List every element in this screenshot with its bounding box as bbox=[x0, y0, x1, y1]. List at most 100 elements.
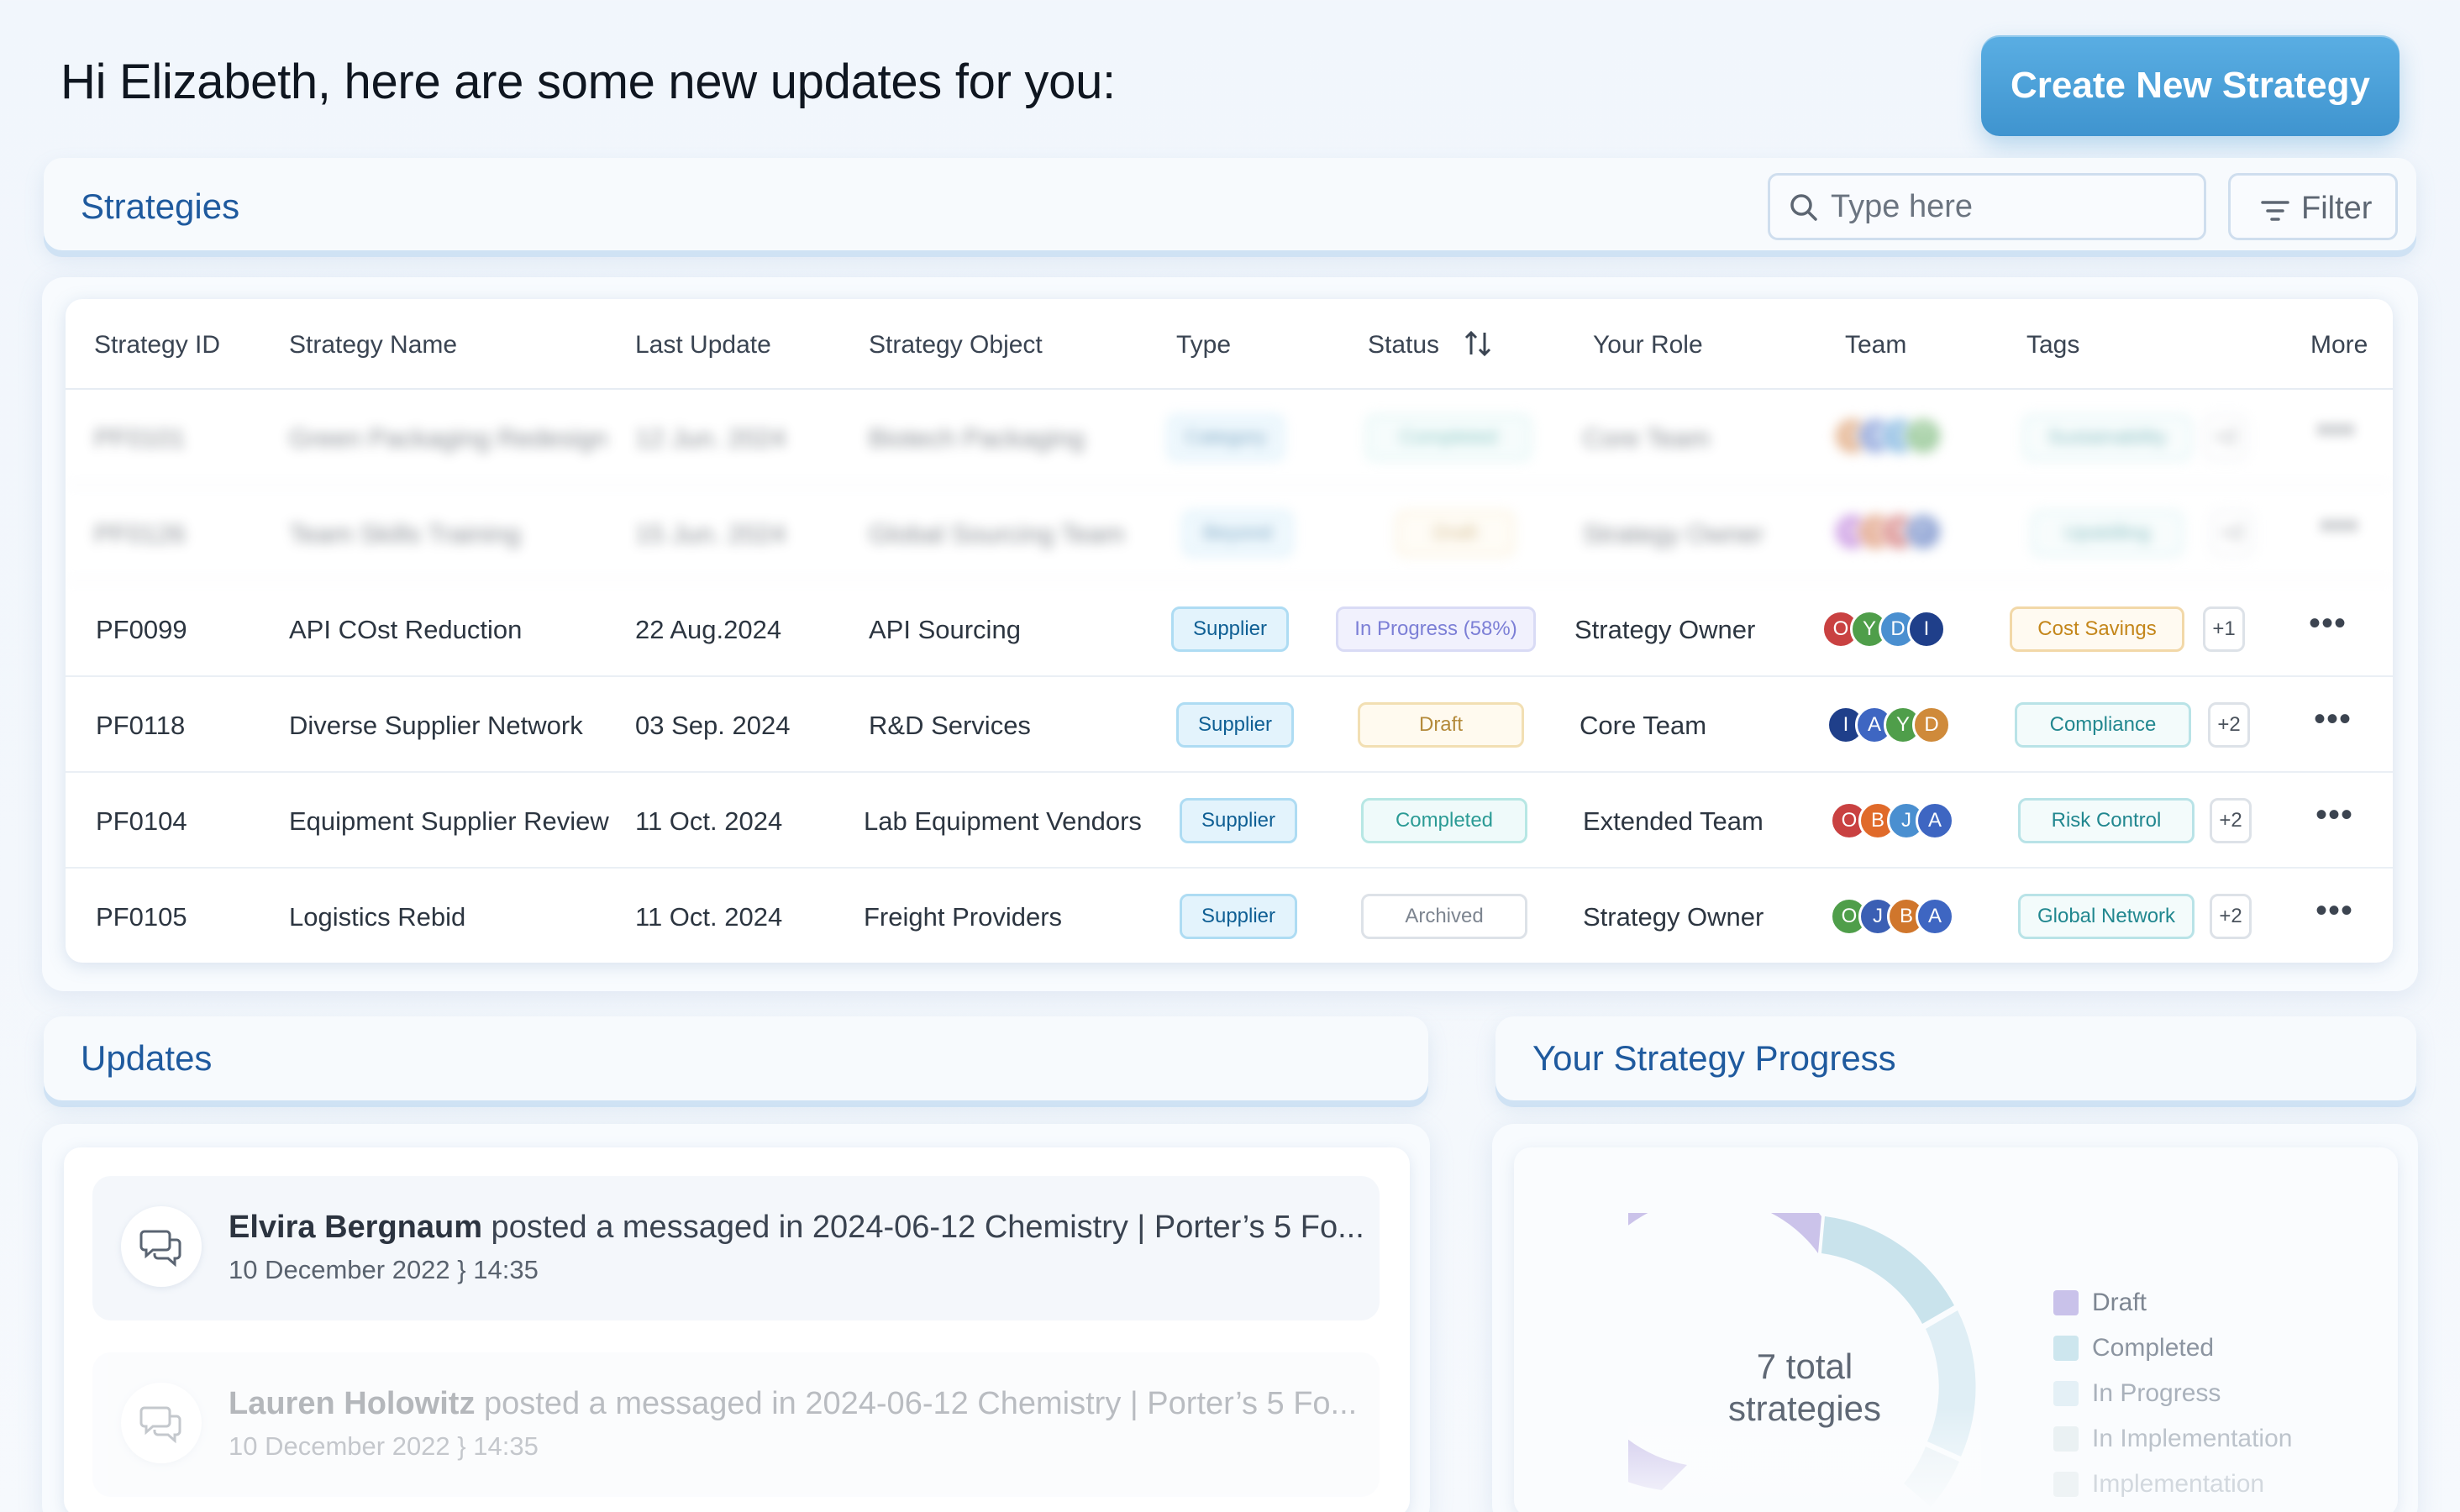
legend-swatch-completed bbox=[2053, 1336, 2079, 1361]
filter-icon bbox=[2261, 196, 2289, 232]
update-text: posted a messaged in 2024-06-12 Chemistr… bbox=[482, 1210, 1364, 1245]
avatar: D bbox=[1912, 706, 1951, 744]
tag-badge: Global Network bbox=[2018, 894, 2195, 939]
strategy-object: Global Sourcing Team bbox=[869, 519, 1125, 549]
type-badge: Category bbox=[1168, 415, 1284, 460]
col-type[interactable]: Type bbox=[1176, 331, 1232, 359]
more-options-icon[interactable]: ••• bbox=[2309, 605, 2347, 642]
more-tags-badge[interactable]: +2 bbox=[2208, 702, 2250, 748]
col-strategy-object[interactable]: Strategy Object bbox=[869, 331, 1043, 359]
more-options-icon[interactable]: ••• bbox=[2321, 507, 2359, 544]
update-author[interactable]: Lauren Holowitz bbox=[229, 1386, 476, 1421]
legend-label-completed: Completed bbox=[2092, 1334, 2215, 1362]
last-update: 11 Oct. 2024 bbox=[635, 902, 783, 932]
team-avatars[interactable]: O J B A bbox=[1830, 897, 1964, 936]
legend-swatch-in-progress bbox=[2053, 1381, 2079, 1406]
table-header: Strategy ID Strategy Name Last Update St… bbox=[66, 299, 2393, 390]
update-message: Lauren Holowitz posted a messaged in 202… bbox=[229, 1386, 1357, 1422]
more-tags-badge[interactable]: +2 bbox=[2210, 798, 2252, 843]
type-badge: Beyond bbox=[1183, 511, 1292, 556]
search-box[interactable] bbox=[1768, 173, 2206, 240]
filter-button[interactable]: Filter bbox=[2228, 173, 2398, 240]
type-badge: Supplier bbox=[1176, 702, 1294, 748]
col-strategy-name[interactable]: Strategy Name bbox=[289, 331, 458, 359]
more-options-icon[interactable]: ••• bbox=[2317, 412, 2356, 449]
strategy-id: PF0126 bbox=[94, 519, 186, 549]
col-more: More bbox=[2310, 331, 2368, 359]
updates-header-bar bbox=[44, 1016, 1428, 1100]
table-row[interactable]: PF0126 Team Skills Training 15 Jun. 2024… bbox=[66, 486, 2393, 581]
strategy-object: Lab Equipment Vendors bbox=[864, 806, 1142, 836]
team-avatars[interactable]: O B J A bbox=[1830, 801, 1964, 840]
sort-icon[interactable] bbox=[1464, 329, 1492, 362]
donut-center-line1: 7 total bbox=[1756, 1347, 1853, 1386]
strategy-object: R&D Services bbox=[869, 711, 1031, 740]
strategy-id: PF0105 bbox=[96, 902, 187, 932]
strategy-name: Team Skills Training bbox=[289, 519, 521, 549]
donut-center-label: 7 total strategies bbox=[1704, 1346, 1905, 1430]
your-role: Strategy Owner bbox=[1583, 519, 1764, 549]
tag-badge: Upskilling bbox=[2032, 511, 2183, 556]
table-row[interactable]: PF0101 Green Packaging Redesign 12 Jun. … bbox=[66, 390, 2393, 486]
status-badge: In Progress (58%) bbox=[1336, 606, 1536, 652]
col-tags[interactable]: Tags bbox=[2026, 331, 2080, 359]
team-avatars[interactable]: O Y D I bbox=[1821, 610, 1956, 648]
more-tags-badge[interactable]: +2 bbox=[2210, 894, 2252, 939]
col-status[interactable]: Status bbox=[1368, 331, 1440, 359]
more-options-icon[interactable]: ••• bbox=[2315, 796, 2354, 833]
legend-swatch-in-implementation bbox=[2053, 1426, 2079, 1452]
last-update: 11 Oct. 2024 bbox=[635, 806, 783, 836]
update-item[interactable]: Elvira Bergnaum posted a messaged in 202… bbox=[92, 1176, 1380, 1320]
your-role: Core Team bbox=[1580, 711, 1707, 740]
table-row[interactable]: PF0104 Equipment Supplier Review 11 Oct.… bbox=[66, 773, 2393, 869]
more-tags-badge[interactable]: +1 bbox=[2203, 606, 2245, 652]
progress-header-bar bbox=[1495, 1016, 2416, 1100]
last-update: 22 Aug.2024 bbox=[635, 615, 782, 644]
table-row[interactable]: PF0099 API COst Reduction 22 Aug.2024 AP… bbox=[66, 581, 2393, 677]
status-badge: Draft bbox=[1358, 702, 1524, 748]
strategy-name: API COst Reduction bbox=[289, 615, 523, 644]
more-tags-badge[interactable]: +2 bbox=[2205, 415, 2247, 460]
strategy-object: API Sourcing bbox=[869, 615, 1021, 644]
chat-icon bbox=[121, 1383, 202, 1463]
col-your-role[interactable]: Your Role bbox=[1593, 331, 1703, 359]
type-badge: Supplier bbox=[1180, 798, 1297, 843]
avatar: B bbox=[1858, 801, 1897, 840]
strategy-name: Green Packaging Redesign bbox=[289, 423, 608, 453]
table-row[interactable]: PF0118 Diverse Supplier Network 03 Sep. … bbox=[66, 677, 2393, 773]
team-avatars[interactable]: M O R F bbox=[1833, 512, 1968, 551]
strategies-table: Strategy ID Strategy Name Last Update St… bbox=[66, 299, 2393, 963]
col-team[interactable]: Team bbox=[1845, 331, 1907, 359]
avatar: A bbox=[1916, 801, 1954, 840]
tag-badge: Cost Savings bbox=[2010, 606, 2184, 652]
legend-swatch-draft bbox=[2053, 1290, 2079, 1315]
tag-badge: Risk Control bbox=[2018, 798, 2195, 843]
team-avatars[interactable]: I A Y D bbox=[1827, 706, 1961, 744]
chat-icon bbox=[121, 1206, 202, 1287]
col-strategy-id[interactable]: Strategy ID bbox=[94, 331, 221, 359]
update-timestamp: 10 December 2022 } 14:35 bbox=[229, 1255, 539, 1284]
create-new-strategy-button[interactable]: Create New Strategy bbox=[1981, 35, 2400, 136]
progress-title: Your Strategy Progress bbox=[1532, 1038, 1896, 1078]
strategy-id: PF0101 bbox=[94, 423, 186, 453]
your-role: Extended Team bbox=[1583, 806, 1764, 836]
update-author[interactable]: Elvira Bergnaum bbox=[229, 1210, 482, 1245]
your-role: Strategy Owner bbox=[1583, 902, 1764, 932]
last-update: 12 Jun. 2024 bbox=[635, 423, 786, 453]
legend-label-in-implementation: In Implementation bbox=[2092, 1425, 2293, 1452]
avatar: I bbox=[1907, 610, 1946, 648]
strategy-name: Logistics Rebid bbox=[289, 902, 466, 932]
more-tags-badge[interactable]: +2 bbox=[2211, 511, 2253, 556]
update-item[interactable]: Lauren Holowitz posted a messaged in 202… bbox=[92, 1352, 1380, 1497]
tag-badge: Compliance bbox=[2015, 702, 2191, 748]
avatar: T bbox=[1904, 417, 1942, 455]
status-badge: Archived bbox=[1361, 894, 1527, 939]
more-options-icon[interactable]: ••• bbox=[2314, 701, 2352, 738]
filter-label: Filter bbox=[2301, 191, 2373, 226]
table-row[interactable]: PF0105 Logistics Rebid 11 Oct. 2024 Frei… bbox=[66, 869, 2393, 963]
greeting-text: Hi Elizabeth, here are some new updates … bbox=[60, 55, 1116, 109]
team-avatars[interactable]: G A C T bbox=[1833, 417, 1968, 455]
more-options-icon[interactable]: ••• bbox=[2315, 892, 2354, 929]
search-input[interactable] bbox=[1831, 182, 2192, 231]
col-last-update[interactable]: Last Update bbox=[635, 331, 771, 359]
